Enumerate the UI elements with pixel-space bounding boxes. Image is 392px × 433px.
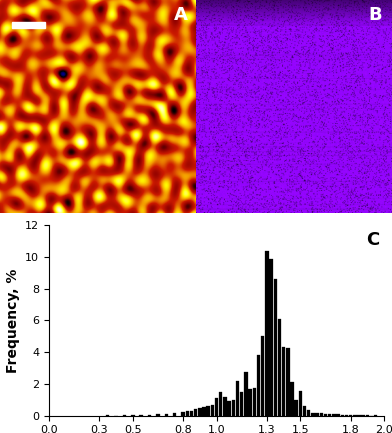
Bar — [282, 347, 285, 416]
Bar — [316, 413, 319, 416]
Bar — [185, 411, 189, 416]
Bar — [165, 414, 168, 416]
Bar — [324, 414, 327, 416]
Bar — [269, 259, 273, 416]
Bar — [374, 415, 377, 416]
Bar — [123, 415, 126, 416]
Bar — [274, 279, 277, 416]
Bar — [341, 415, 344, 416]
Bar — [332, 414, 336, 416]
Bar — [181, 412, 185, 416]
Bar — [278, 319, 281, 416]
Bar — [290, 382, 294, 416]
Bar — [198, 408, 201, 416]
Bar — [328, 414, 331, 416]
Bar — [307, 410, 310, 416]
Bar — [106, 415, 109, 416]
Bar — [265, 251, 269, 416]
Bar — [319, 413, 323, 416]
Bar — [140, 415, 143, 416]
Bar — [219, 392, 223, 416]
Bar — [361, 415, 365, 416]
Bar — [240, 392, 243, 416]
Bar — [336, 414, 340, 416]
Bar — [345, 415, 348, 416]
Bar — [299, 391, 302, 416]
Bar — [311, 413, 315, 416]
Bar — [232, 400, 235, 416]
Bar — [202, 407, 206, 416]
Bar — [211, 405, 214, 416]
Bar — [244, 372, 248, 416]
Bar — [148, 415, 151, 416]
Bar — [294, 400, 298, 416]
Bar — [12, 23, 45, 28]
Bar — [303, 406, 306, 416]
Bar — [223, 397, 227, 416]
Text: C: C — [366, 231, 379, 249]
Bar — [236, 381, 239, 416]
Bar — [194, 409, 197, 416]
Bar — [173, 413, 176, 416]
Bar — [357, 415, 361, 416]
Bar — [257, 355, 260, 416]
Bar — [190, 410, 193, 416]
Text: B: B — [368, 6, 382, 24]
Bar — [349, 415, 352, 416]
Bar — [261, 336, 264, 416]
Bar — [366, 415, 369, 416]
Bar — [249, 390, 252, 416]
Y-axis label: Frequency, %: Frequency, % — [5, 268, 20, 373]
Bar — [207, 406, 210, 416]
Bar — [156, 414, 160, 416]
Bar — [131, 415, 134, 416]
Text: A: A — [174, 6, 188, 24]
Bar — [227, 401, 231, 416]
Bar — [215, 398, 218, 416]
Bar — [286, 348, 290, 416]
Bar — [252, 388, 256, 416]
Bar — [353, 415, 357, 416]
